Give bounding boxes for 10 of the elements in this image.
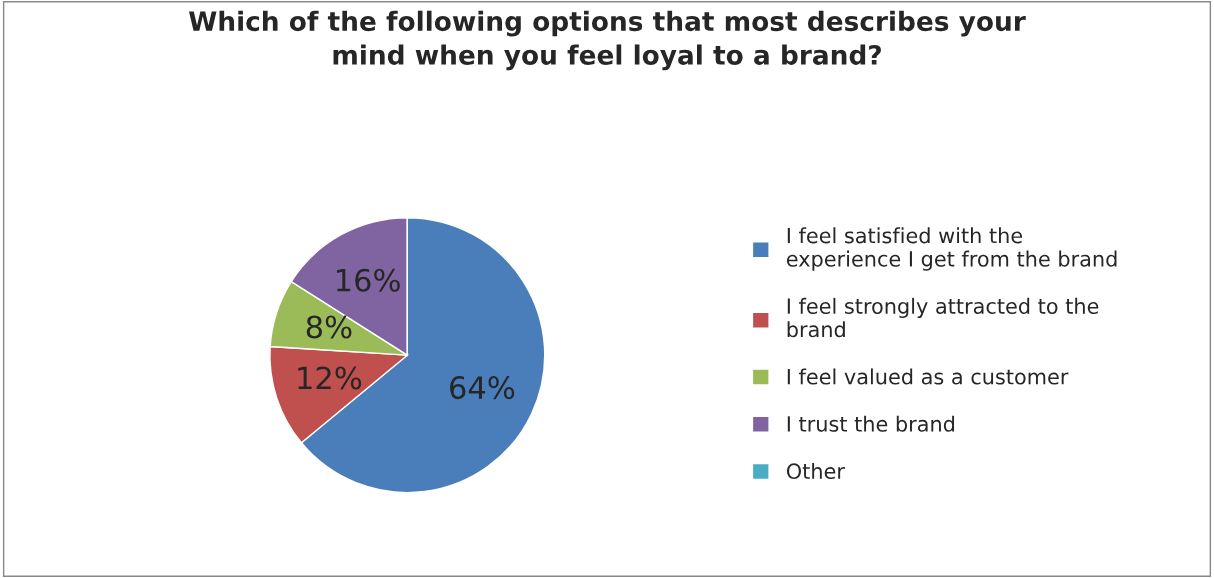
legend-label: I feel strongly attracted to the brand: [787, 297, 1099, 338]
legend-label: Other: [786, 462, 845, 480]
data-label: 64%: [450, 376, 515, 400]
data-label: 12%: [298, 366, 362, 390]
data-label: 16%: [336, 268, 400, 292]
legend-label: I trust the brand: [787, 415, 955, 432]
data-label: 8%: [306, 315, 352, 339]
legend-label: I feel satisfied with the experience I get from the brand: [786, 227, 1117, 271]
legend-label: I feel valued as a customer: [787, 368, 1069, 385]
chart-title: Which of the following options that most describes your mind when you feel loyal to a brand?: [188, 10, 1026, 71]
